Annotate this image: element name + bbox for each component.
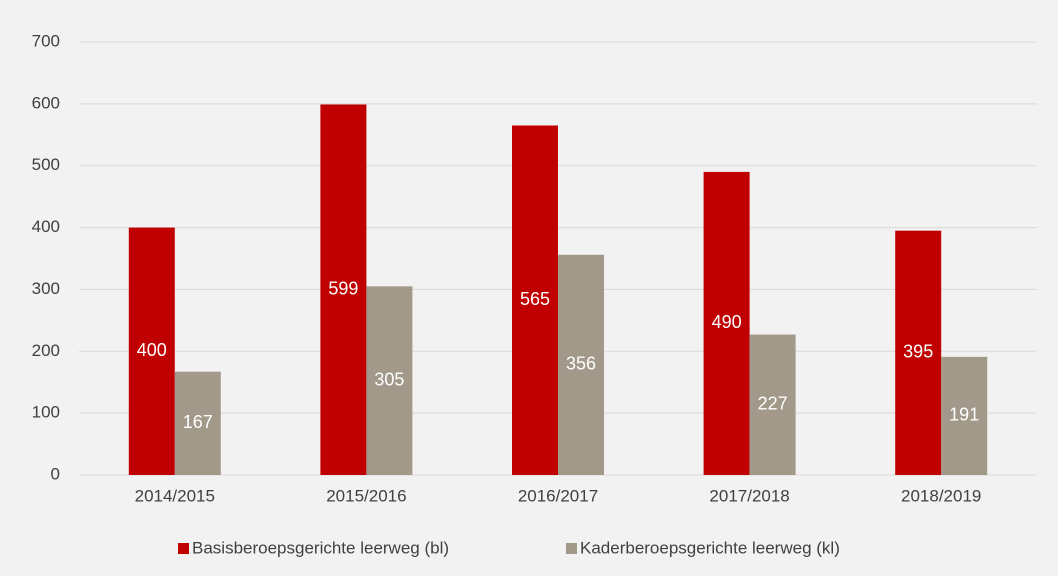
value-label: 305	[374, 369, 404, 389]
bar	[895, 230, 942, 475]
y-tick-label: 500	[32, 155, 60, 174]
value-label: 227	[758, 394, 788, 414]
x-tick-label: 2016/2017	[518, 486, 598, 505]
legend-label: Kaderberoepsgerichte leerweg (kl)	[580, 538, 840, 557]
bar	[749, 334, 796, 475]
bar	[703, 171, 750, 475]
legend-swatch	[178, 543, 189, 554]
y-tick-label: 300	[32, 279, 60, 298]
y-tick-label: 400	[32, 217, 60, 236]
bar	[558, 254, 604, 475]
value-label: 167	[183, 412, 213, 432]
value-label: 565	[520, 289, 550, 309]
y-tick-label: 600	[32, 93, 60, 112]
y-tick-label: 700	[32, 31, 60, 50]
y-tick-label: 200	[32, 341, 60, 360]
value-label: 395	[903, 342, 933, 362]
value-label: 490	[712, 312, 742, 332]
bar	[320, 104, 367, 476]
bar	[512, 125, 558, 475]
y-tick-label: 0	[51, 464, 60, 483]
bar	[174, 371, 221, 475]
x-tick-label: 2015/2016	[326, 486, 406, 505]
legend-label: Basisberoepsgerichte leerweg (bl)	[192, 538, 449, 557]
bar	[128, 227, 175, 475]
bar	[366, 286, 413, 475]
x-tick-label: 2014/2015	[135, 486, 215, 505]
value-label: 400	[137, 340, 167, 360]
y-tick-label: 100	[32, 403, 60, 422]
value-label: 599	[328, 278, 358, 298]
value-label: 356	[566, 354, 596, 374]
value-label: 191	[949, 405, 979, 425]
x-tick-label: 2017/2018	[709, 486, 789, 505]
x-tick-label: 2018/2019	[901, 486, 981, 505]
legend-swatch	[566, 543, 577, 554]
bar	[941, 356, 988, 475]
